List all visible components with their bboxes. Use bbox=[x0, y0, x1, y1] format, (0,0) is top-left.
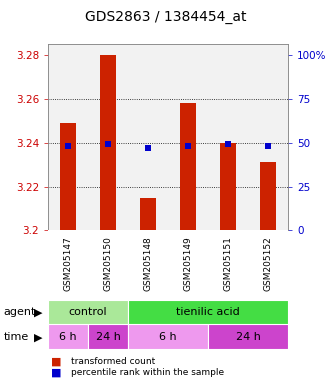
Text: tienilic acid: tienilic acid bbox=[176, 307, 240, 317]
Text: 24 h: 24 h bbox=[236, 332, 260, 342]
Bar bbox=[128, 324, 208, 349]
Text: transformed count: transformed count bbox=[71, 357, 156, 366]
Bar bbox=[208, 324, 288, 349]
Bar bbox=[60, 123, 76, 230]
Bar bbox=[48, 300, 128, 324]
Text: GSM205148: GSM205148 bbox=[143, 236, 153, 291]
Text: GSM205152: GSM205152 bbox=[263, 236, 272, 291]
Text: 6 h: 6 h bbox=[159, 332, 177, 342]
Bar bbox=[48, 324, 88, 349]
Text: GDS2863 / 1384454_at: GDS2863 / 1384454_at bbox=[85, 10, 246, 23]
Text: GSM205150: GSM205150 bbox=[104, 236, 113, 291]
Bar bbox=[100, 55, 116, 230]
Text: 24 h: 24 h bbox=[96, 332, 120, 342]
Text: percentile rank within the sample: percentile rank within the sample bbox=[71, 368, 224, 377]
Text: GSM205151: GSM205151 bbox=[223, 236, 232, 291]
Text: agent: agent bbox=[3, 307, 36, 317]
Text: ▶: ▶ bbox=[34, 332, 42, 342]
Bar bbox=[128, 300, 288, 324]
Bar bbox=[140, 197, 156, 230]
Bar bbox=[260, 162, 276, 230]
Bar bbox=[220, 143, 236, 230]
Text: ▶: ▶ bbox=[34, 307, 42, 317]
Text: ■: ■ bbox=[51, 367, 62, 377]
Text: 6 h: 6 h bbox=[59, 332, 77, 342]
Bar bbox=[88, 324, 128, 349]
Text: GSM205147: GSM205147 bbox=[64, 236, 72, 291]
Text: ■: ■ bbox=[51, 357, 62, 367]
Text: GSM205149: GSM205149 bbox=[183, 236, 193, 291]
Text: time: time bbox=[3, 332, 28, 342]
Bar bbox=[180, 103, 196, 230]
Text: control: control bbox=[69, 307, 107, 317]
